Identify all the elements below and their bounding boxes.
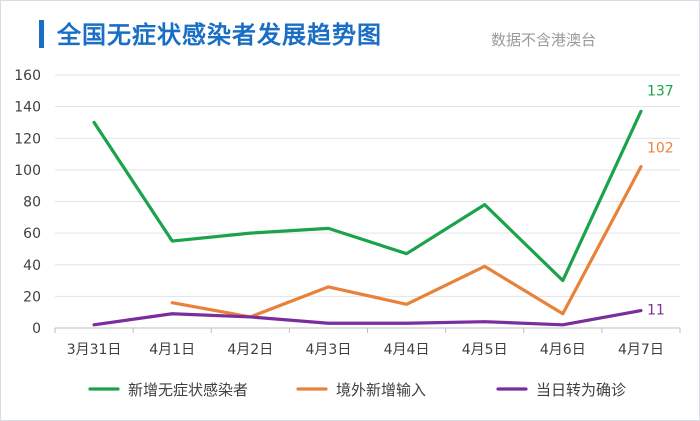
- y-tick-label: 80: [23, 195, 41, 211]
- y-tick-label: 0: [32, 321, 41, 337]
- y-tick-label: 140: [14, 100, 41, 116]
- legend-label: 当日转为确诊: [536, 381, 626, 399]
- data-label: 102: [647, 141, 674, 157]
- y-tick-label: 60: [23, 226, 41, 242]
- data-label: 11: [647, 303, 665, 319]
- y-tick-label: 120: [14, 131, 41, 147]
- legend-label: 新增无症状感染者: [128, 381, 248, 399]
- y-tick-label: 160: [14, 68, 41, 84]
- x-tick-label: 4月3日: [306, 342, 352, 358]
- chart-title: 全国无症状感染者发展趋势图: [57, 21, 382, 49]
- series-line-2: [170, 165, 643, 319]
- series-line-3: [92, 309, 643, 327]
- y-tick-label: 20: [23, 289, 41, 305]
- y-tick-label: 40: [23, 258, 41, 274]
- x-tick-label: 4月1日: [149, 342, 195, 358]
- x-tick-label: 3月31日: [67, 342, 122, 358]
- x-tick-label: 4月6日: [540, 342, 586, 358]
- x-tick-label: 4月2日: [227, 342, 273, 358]
- chart-note: 数据不含港澳台: [491, 31, 597, 49]
- y-tick-label: 100: [14, 163, 41, 179]
- x-tick-label: 4月7日: [618, 342, 664, 358]
- x-tick-label: 4月5日: [462, 342, 508, 358]
- data-label: 137: [647, 83, 674, 99]
- legend-label: 境外新增输入: [336, 381, 426, 399]
- x-tick-label: 4月4日: [384, 342, 430, 358]
- series-line-1: [92, 109, 643, 283]
- title-accent-bar: [39, 20, 44, 48]
